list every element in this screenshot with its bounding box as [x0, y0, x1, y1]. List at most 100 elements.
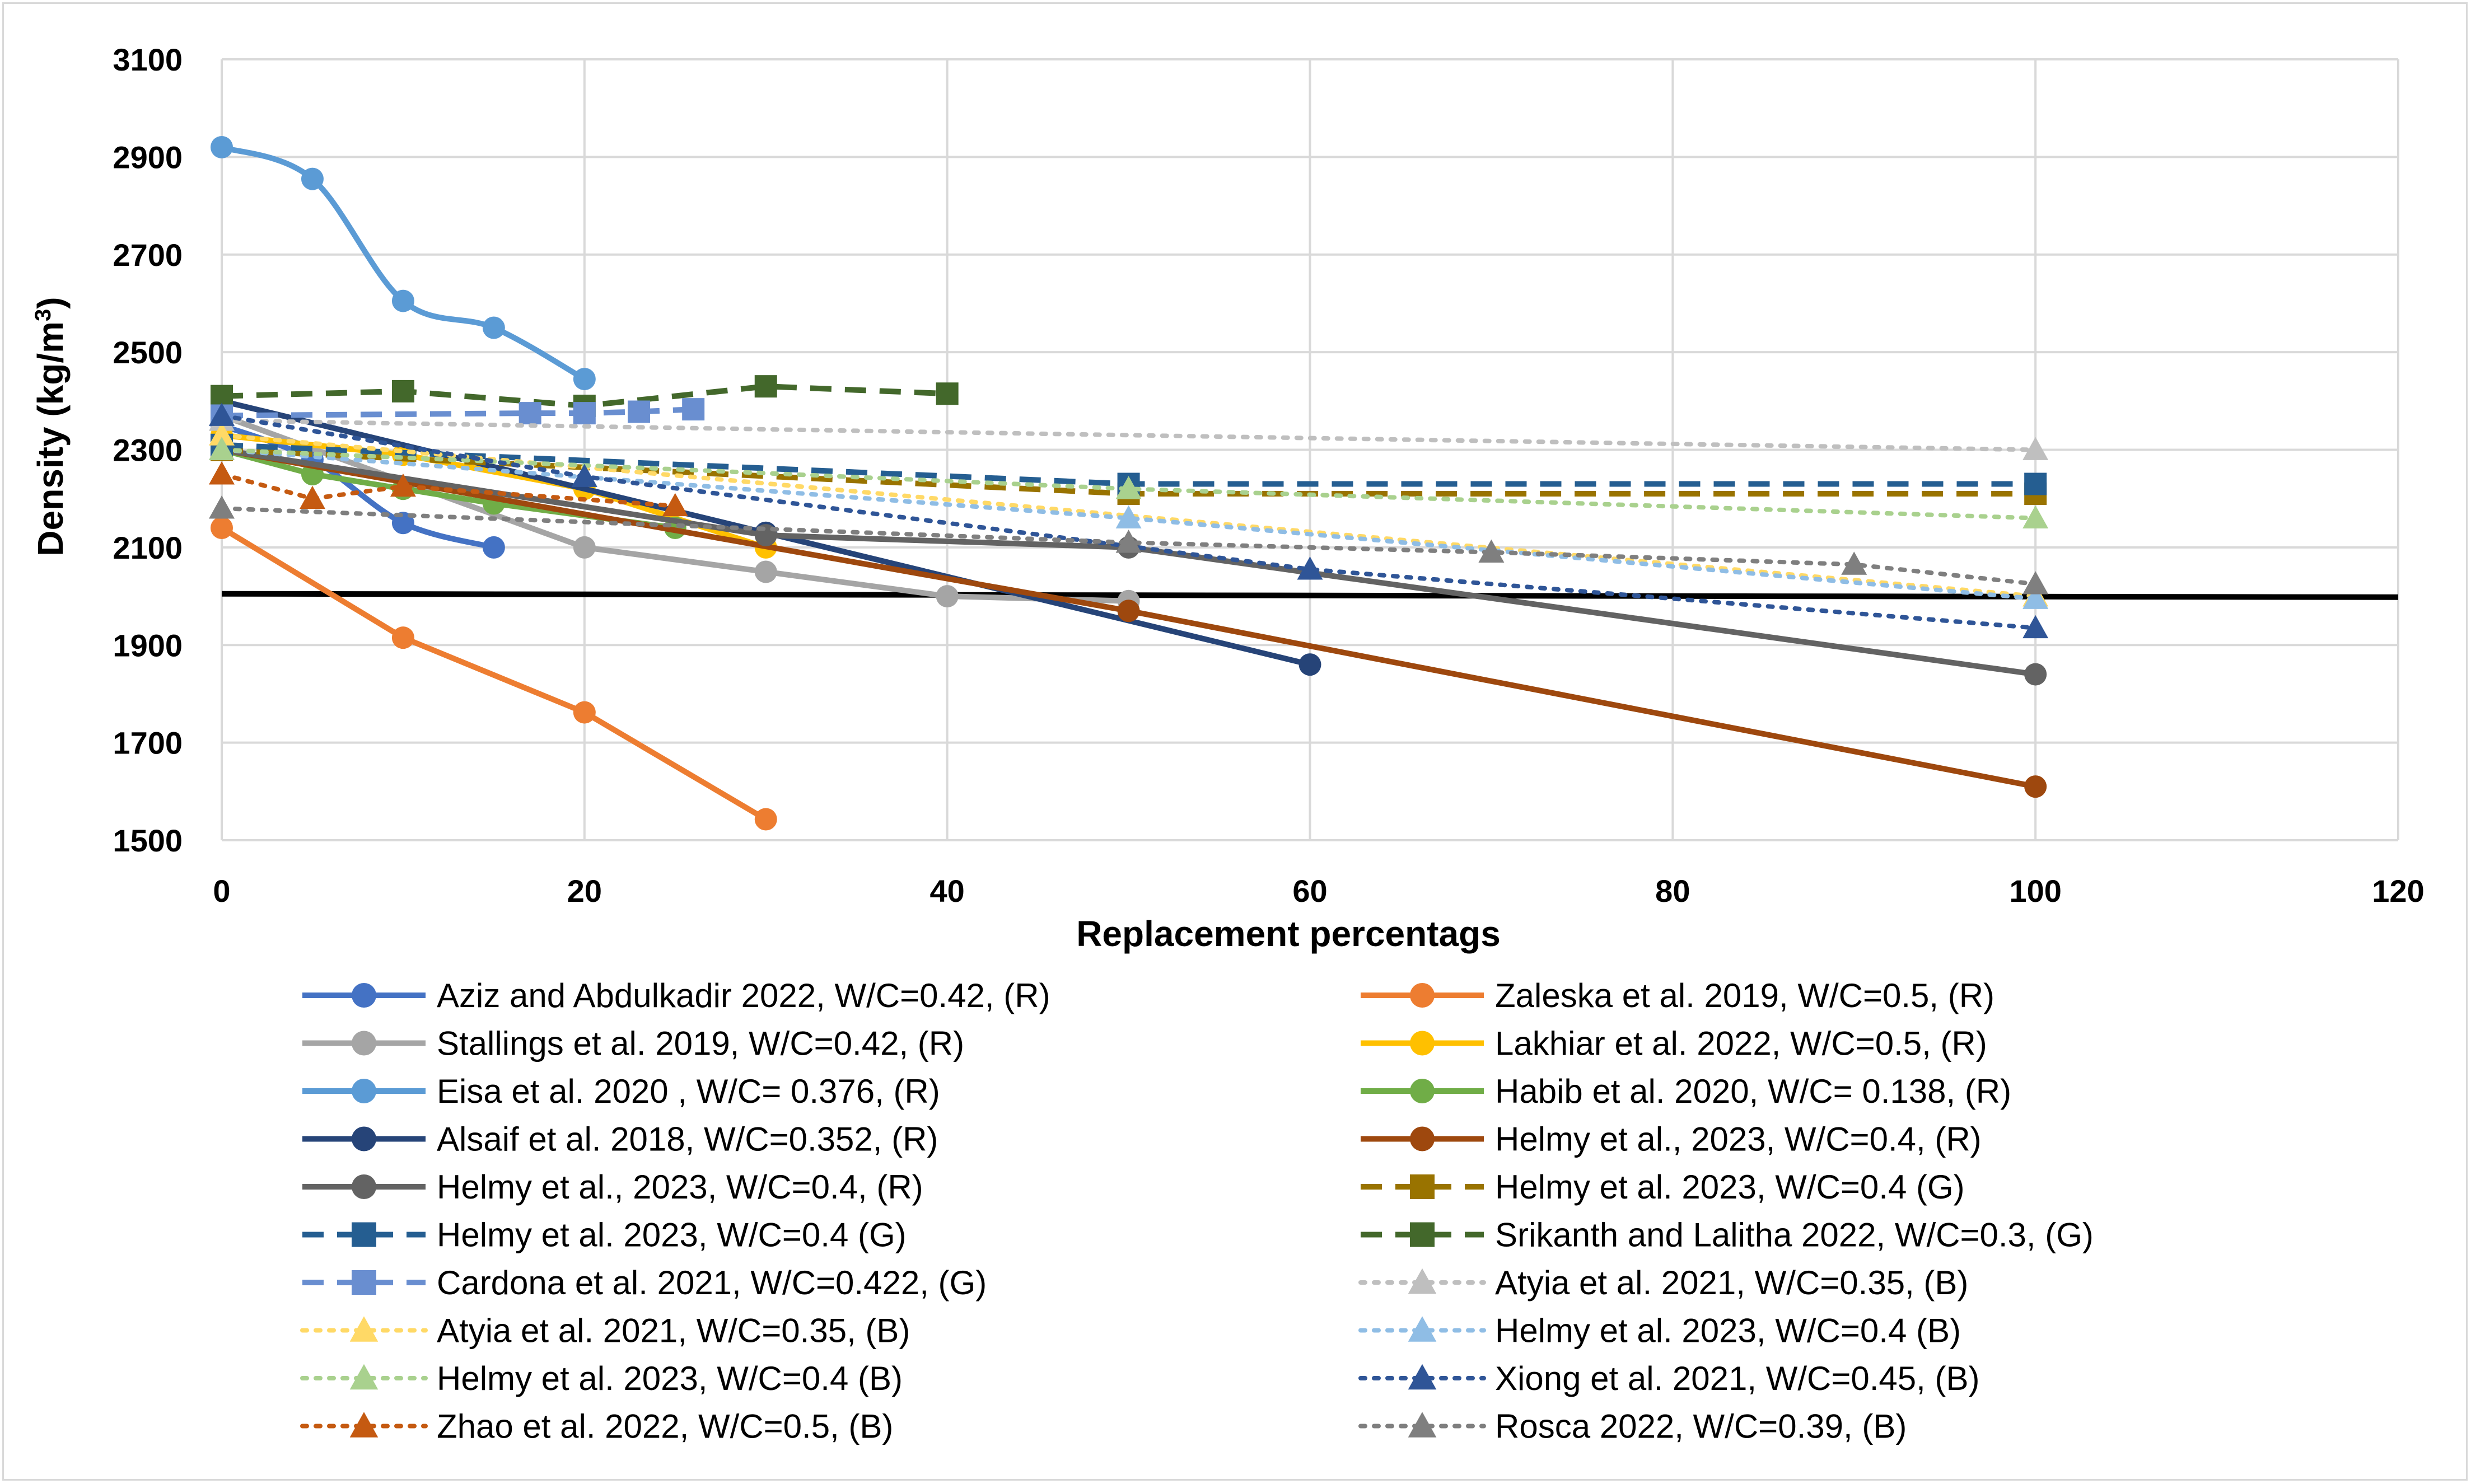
series-13	[211, 398, 705, 427]
data-point	[573, 701, 596, 724]
series-17	[209, 437, 2049, 528]
y-tick-label: 2900	[113, 139, 183, 175]
data-point	[1841, 551, 1867, 575]
legend-item: Aziz and Abdulkadir 2022, W/C=0.42, (R)	[302, 977, 1050, 1014]
legend-item: Habib et al. 2020, W/C= 0.138, (R)	[1361, 1073, 2011, 1110]
data-point	[1115, 530, 1142, 553]
data-point	[482, 316, 505, 339]
y-tick-label: 1900	[113, 628, 183, 663]
legend-item: Zhao et al. 2022, W/C=0.5, (B)	[300, 1408, 893, 1445]
data-point	[391, 626, 414, 649]
series-5	[211, 135, 596, 391]
y-tick-label: 2700	[113, 237, 183, 273]
x-tick-label: 20	[567, 873, 602, 909]
data-point	[209, 495, 235, 519]
series-line	[219, 413, 2038, 630]
x-tick-label: 120	[2372, 873, 2424, 909]
data-point	[2024, 472, 2047, 495]
series-line	[221, 144, 586, 382]
data-point	[1478, 539, 1505, 563]
data-point	[2024, 775, 2047, 798]
data-point	[573, 536, 596, 559]
series-line	[219, 506, 2038, 587]
data-point	[628, 400, 651, 423]
x-tick-label: 40	[930, 873, 965, 909]
data-point	[571, 464, 597, 487]
legend-label: Atyia et al. 2021, W/C=0.35, (B)	[437, 1312, 910, 1350]
series-18	[209, 402, 2049, 639]
legend-label: Helmy et al. 2023, W/C=0.4 (B)	[437, 1360, 903, 1397]
legend-label: Helmy et al., 2023, W/C=0.4, (R)	[437, 1168, 923, 1206]
legend-swatch-marker	[352, 983, 376, 1008]
legend-item: Helmy et al. 2023, W/C=0.4 (G)	[302, 1216, 907, 1254]
data-point	[2022, 505, 2049, 528]
legend-item: Helmy et al. 2023, W/C=0.4 (B)	[300, 1360, 903, 1397]
data-point	[1297, 556, 1323, 580]
legend-swatch-marker	[1410, 983, 1435, 1008]
legend-item: Cardona et al. 2021, W/C=0.422, (G)	[302, 1264, 987, 1302]
series-layer	[209, 135, 2049, 831]
data-point	[211, 135, 233, 158]
data-point	[209, 461, 235, 485]
legend-label: Zaleska et al. 2019, W/C=0.5, (R)	[1495, 977, 1994, 1014]
legend-label: Helmy et al. 2023, W/C=0.4 (G)	[437, 1216, 907, 1254]
legend-item: Lakhiar et al. 2022, W/C=0.5, (R)	[1361, 1025, 1987, 1062]
data-point	[573, 402, 596, 425]
legend-swatch-marker	[352, 1174, 376, 1199]
legend-label: Helmy et al. 2023, W/C=0.4 (G)	[1495, 1168, 1965, 1206]
legend-item: Alsaif et al. 2018, W/C=0.352, (R)	[302, 1121, 938, 1158]
legend-swatch-marker	[352, 1031, 376, 1056]
legend-label: Helmy et al. 2023, W/C=0.4 (B)	[1495, 1312, 1961, 1350]
data-point	[2022, 615, 2049, 639]
legend-item: Atyia et al. 2021, W/C=0.35, (B)	[1358, 1264, 1968, 1302]
legend-swatch-marker	[1408, 1268, 1437, 1294]
series-line	[219, 418, 2038, 452]
data-point	[2024, 663, 2047, 686]
reference-line-group	[221, 591, 2399, 600]
data-point	[1115, 505, 1142, 528]
y-axis-title: Density (kg/m3)	[30, 297, 71, 556]
y-tick-label: 1700	[113, 725, 183, 761]
y-tick-label: 2300	[113, 433, 183, 468]
data-point	[754, 560, 777, 583]
data-point	[2022, 571, 2049, 594]
legend-item: Helmy et al. 2023, W/C=0.4 (B)	[1358, 1312, 1961, 1350]
data-point	[754, 375, 777, 398]
legend-label: Aziz and Abdulkadir 2022, W/C=0.42, (R)	[437, 977, 1050, 1014]
x-tick-label: 100	[2009, 873, 2061, 909]
legend-item: Helmy et al. 2023, W/C=0.4 (G)	[1361, 1168, 1965, 1206]
data-point	[391, 380, 414, 402]
legend-swatch-marker	[352, 1270, 376, 1295]
legend-label: Cardona et al. 2021, W/C=0.422, (G)	[437, 1264, 987, 1302]
legend-label: Alsaif et al. 2018, W/C=0.352, (R)	[437, 1121, 938, 1158]
legend-swatch-marker	[352, 1079, 376, 1103]
series-2	[211, 517, 777, 831]
legend-item: Rosca 2022, W/C=0.39, (B)	[1358, 1408, 1907, 1445]
x-tick-label: 80	[1655, 873, 1690, 909]
series-line	[221, 447, 2036, 677]
legend-item: Zaleska et al. 2019, W/C=0.5, (R)	[1361, 977, 1994, 1014]
data-point	[211, 517, 233, 539]
legend-swatch-marker	[1410, 1079, 1435, 1103]
data-point	[482, 536, 505, 559]
legend-swatch-marker	[1410, 1174, 1435, 1199]
y-tick-label: 1500	[113, 823, 183, 858]
legend-swatch-marker	[349, 1412, 379, 1438]
series-line	[220, 525, 768, 822]
legend-swatch-marker	[1408, 1412, 1437, 1438]
data-point	[209, 437, 235, 460]
legend-item: Xiong et al. 2021, W/C=0.45, (B)	[1358, 1360, 1979, 1397]
legend-swatch-marker	[352, 1126, 376, 1151]
legend-swatch-marker	[349, 1316, 379, 1342]
legend-swatch-marker	[1410, 1126, 1435, 1151]
y-tick-label: 2100	[113, 530, 183, 565]
data-point	[1117, 600, 1140, 622]
legend-item: Helmy et al., 2023, W/C=0.4, (R)	[302, 1168, 923, 1206]
legend-label: Srikanth and Lalitha 2022, W/C=0.3, (G)	[1495, 1216, 2094, 1254]
series-line	[219, 472, 678, 508]
legend-label: Atyia et al. 2021, W/C=0.35, (B)	[1495, 1264, 1968, 1302]
legend-swatch-marker	[1410, 1031, 1435, 1056]
y-tick-label: 2500	[113, 335, 183, 370]
